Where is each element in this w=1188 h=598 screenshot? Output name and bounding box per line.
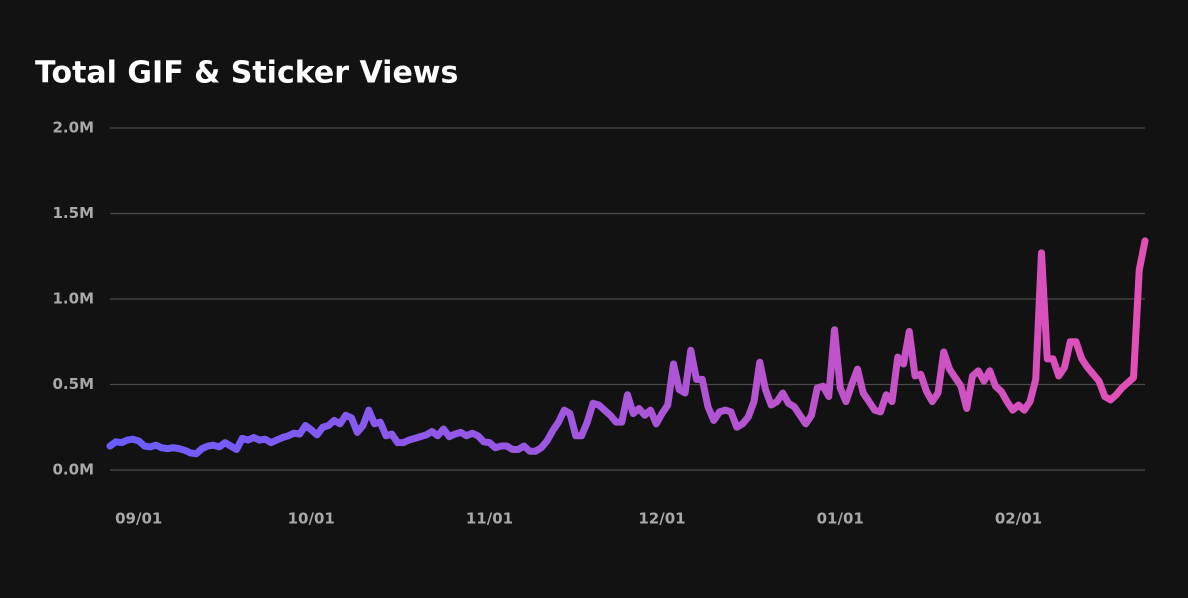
x-tick-label: 11/01 [466,510,513,528]
x-tick-label: 02/01 [995,510,1042,528]
line [106,237,1149,458]
y-tick-label: 0.0M [53,461,95,479]
x-tick-label: 12/01 [638,510,685,528]
y-tick-label: 1.5M [53,204,95,222]
x-tick-label: 10/01 [288,510,335,528]
y-tick-label: 2.0M [53,119,95,137]
x-tick-label: 09/01 [115,510,162,528]
y-tick-label: 1.0M [53,290,95,308]
x-tick-label: 01/01 [817,510,864,528]
chart-title: Total GIF & Sticker Views [35,56,458,91]
y-tick-label: 0.5M [53,375,95,393]
